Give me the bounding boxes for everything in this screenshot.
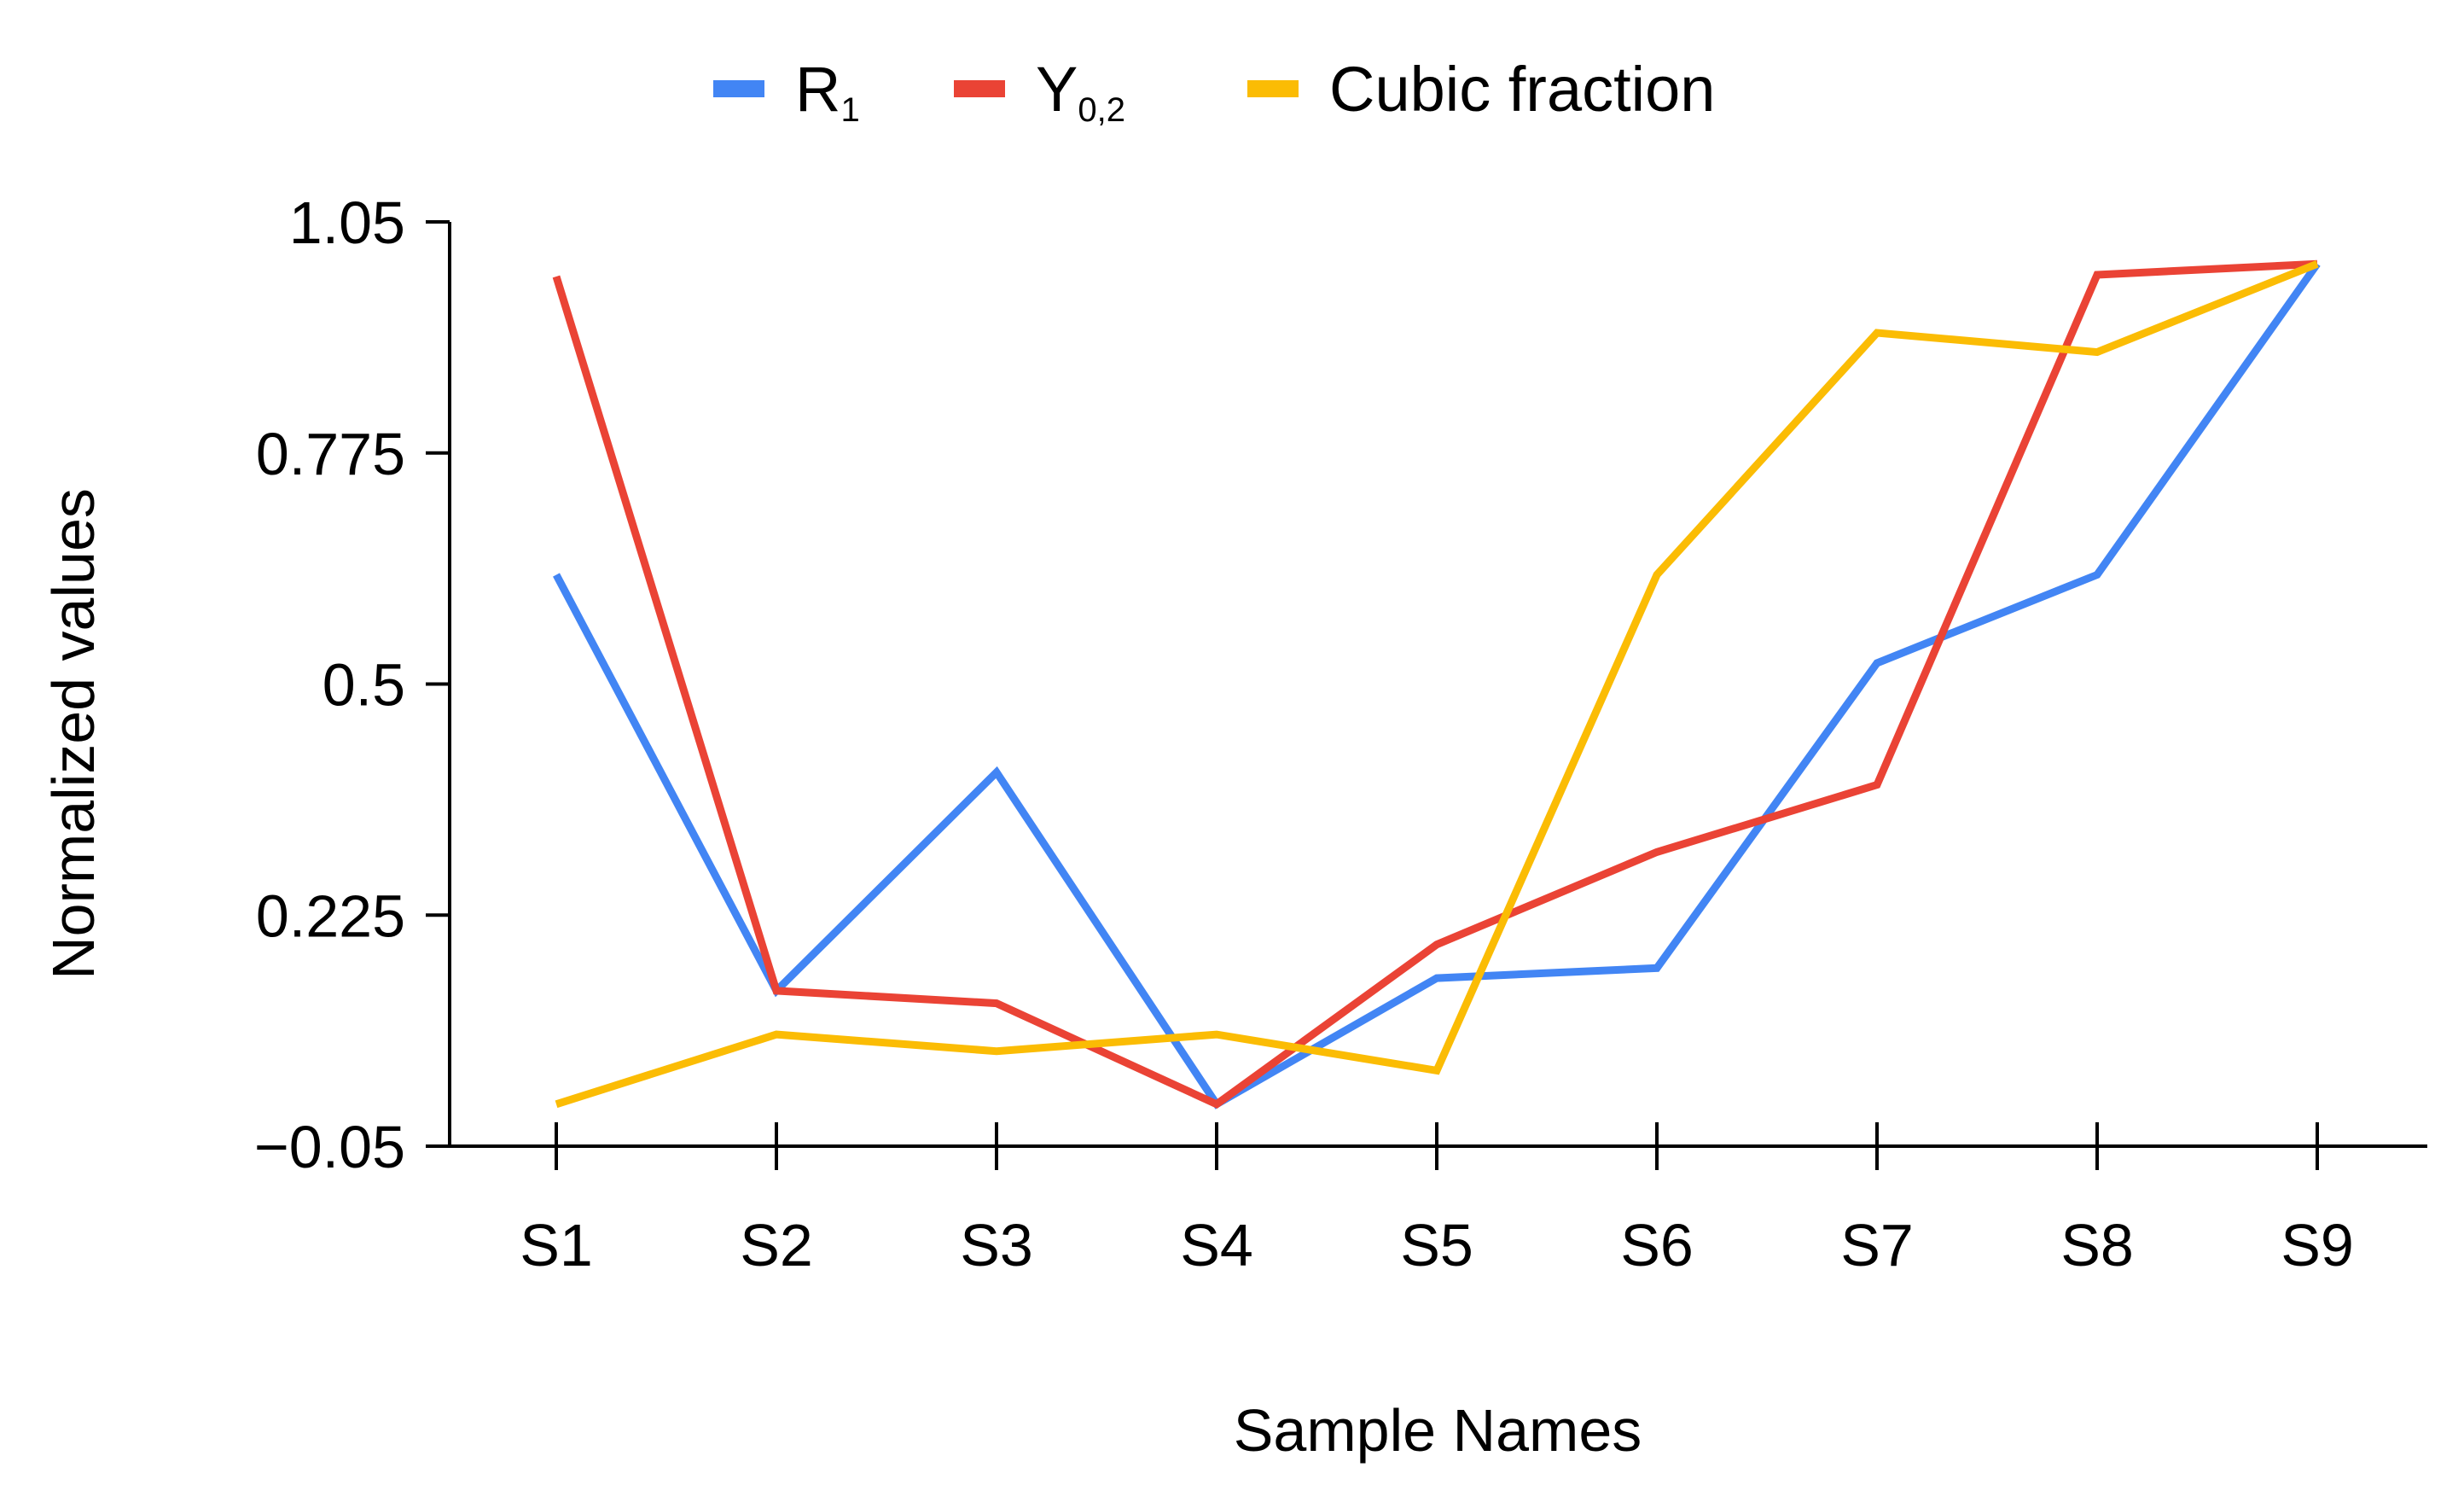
legend-item-2: Cubic fraction (1247, 54, 1715, 125)
x-axis: S1 S2 S3 S4 S5 S6 S7 S8 S9 (450, 1122, 2427, 1278)
y-tick-label: 0.225 (256, 882, 405, 949)
legend-item-1: Y0,2 (954, 54, 1125, 129)
x-tick-label: S6 (1620, 1212, 1694, 1278)
x-tick-label: S5 (1400, 1212, 1473, 1278)
x-tick-label: S9 (2281, 1212, 2354, 1278)
series-line-0 (553, 261, 2321, 1109)
y-tick-label: 1.05 (289, 189, 405, 256)
series-line-1 (552, 259, 2318, 1109)
x-tick-label: S1 (520, 1212, 593, 1278)
y-tick-label: 0.5 (323, 652, 405, 719)
legend-swatch (1247, 80, 1299, 97)
x-tick-label: S3 (960, 1212, 1033, 1278)
series-lines (552, 259, 2321, 1109)
legend-item-0: R1 (713, 54, 860, 129)
series-line-2 (555, 260, 2319, 1109)
legend-label: Y0,2 (1036, 54, 1125, 129)
y-axis-title: Normalized values (40, 488, 107, 980)
legend: R1 Y0,2 Cubic fraction (713, 54, 1715, 129)
x-tick-label: S7 (1840, 1212, 1914, 1278)
x-axis-title: Sample Names (1234, 1397, 1642, 1464)
x-tick-label: S4 (1180, 1212, 1253, 1278)
legend-swatch (954, 80, 1005, 97)
y-tick-label: −0.05 (254, 1114, 405, 1180)
legend-swatch (713, 80, 764, 97)
x-tick-label: S8 (2060, 1212, 2134, 1278)
y-axis: 1.05 0.775 0.5 0.225 −0.05 (254, 189, 451, 1180)
legend-label: Cubic fraction (1329, 54, 1715, 125)
legend-label: R1 (795, 54, 860, 129)
y-tick-label: 0.775 (256, 421, 405, 487)
x-tick-label: S2 (740, 1212, 813, 1278)
